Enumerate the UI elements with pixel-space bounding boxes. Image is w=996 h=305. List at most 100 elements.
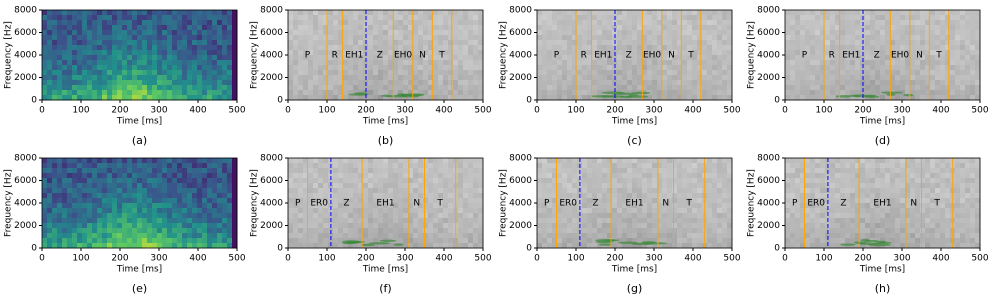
spectrogram-cell	[288, 178, 294, 184]
spectrogram-cell	[697, 20, 703, 26]
spectrogram-cell	[207, 168, 213, 174]
spectrogram-cell	[167, 80, 173, 86]
spectrogram-cell	[157, 90, 163, 96]
spectrogram-cell	[960, 30, 966, 36]
spectrogram-cell	[207, 163, 213, 169]
spectrogram-cell	[642, 20, 648, 26]
spectrogram-cell	[875, 10, 881, 16]
spectrogram-cell	[910, 40, 916, 46]
spectrogram-cell	[353, 173, 359, 179]
spectrogram-cell	[343, 158, 349, 164]
spectrogram-cell	[592, 80, 598, 86]
spectrogram-cell	[463, 218, 469, 224]
spectrogram-cell	[62, 233, 68, 239]
spectrogram-cell	[642, 35, 648, 41]
spectrogram-cell	[443, 30, 449, 36]
spectrogram-cell	[717, 70, 723, 76]
spectrogram-cell	[97, 173, 103, 179]
spectrogram-cell	[343, 213, 349, 219]
spectrogram-cell	[602, 233, 608, 239]
spectrogram-cell	[790, 40, 796, 46]
spectrogram-cell	[308, 208, 314, 214]
spectrogram-cell	[167, 10, 173, 16]
spectrogram-cell	[453, 35, 459, 41]
spectrogram-cell	[137, 183, 143, 189]
spectrogram-cell	[152, 70, 158, 76]
spectrogram-cell	[805, 70, 811, 76]
spectrogram-cell	[122, 60, 128, 66]
spectrogram-cell	[672, 203, 678, 209]
spectrogram-cell	[288, 75, 294, 81]
spectrogram-cell	[142, 208, 148, 214]
spectrogram-cell	[122, 223, 128, 229]
spectrogram-cell	[790, 10, 796, 16]
spectrogram-cell	[82, 158, 88, 164]
spectrogram-cell	[617, 208, 623, 214]
spectrogram-cell	[682, 213, 688, 219]
spectrogram-cell	[192, 35, 198, 41]
spectrogram-cell	[182, 218, 188, 224]
spectrogram-cell	[358, 40, 364, 46]
spectrogram-cell	[805, 25, 811, 31]
spectrogram-cell	[473, 85, 479, 91]
spectrogram-cell	[323, 25, 329, 31]
spectrogram-cell	[552, 80, 558, 86]
spectrogram-cell	[632, 40, 638, 46]
x-tick-label: 100	[72, 254, 89, 264]
spectrogram-cell	[547, 75, 553, 81]
spectrogram-cell	[840, 25, 846, 31]
spectrogram-cell	[313, 40, 319, 46]
spectrogram-cell	[672, 70, 678, 76]
spectrogram-cell	[393, 30, 399, 36]
spectrogram-cell	[182, 45, 188, 51]
spectrogram-cell	[222, 65, 228, 71]
y-axis-label: Frequency [Hz]	[4, 21, 14, 89]
spectrogram-cell	[810, 85, 816, 91]
spectrogram-cell	[855, 35, 861, 41]
spectrogram-cell	[102, 45, 108, 51]
spectrogram-cell	[880, 65, 886, 71]
spectrogram-cell	[463, 35, 469, 41]
spectrogram-cell	[212, 218, 218, 224]
spectrogram-cell	[207, 208, 213, 214]
spectrogram-cell	[172, 213, 178, 219]
x-axis-label: Time [ms]	[116, 117, 162, 127]
spectrogram-cell	[965, 65, 971, 71]
spectrogram-cell	[323, 163, 329, 169]
spectrogram-cell	[97, 85, 103, 91]
spectrogram-cell	[900, 60, 906, 66]
spectrogram-cell	[463, 60, 469, 66]
spectrogram-cell	[572, 213, 578, 219]
phoneme-label: R	[829, 51, 835, 61]
spectrogram-cell	[438, 163, 444, 169]
spectrogram-cell	[328, 40, 334, 46]
spectrogram-cell	[458, 198, 464, 204]
spectrogram-cell	[682, 35, 688, 41]
spectrogram-cell	[388, 233, 394, 239]
spectrogram-cell	[217, 163, 223, 169]
spectrogram-cell	[308, 158, 314, 164]
spectrogram-cell	[572, 218, 578, 224]
spectrogram-cell	[147, 178, 153, 184]
spectrogram-cell	[112, 188, 118, 194]
spectrogram-cell	[288, 10, 294, 16]
spectrogram-cell	[433, 15, 439, 21]
spectrogram-cell	[162, 80, 168, 86]
spectrogram-cell	[97, 218, 103, 224]
spectrogram-cell	[712, 75, 718, 81]
spectrogram-cell	[627, 158, 633, 164]
spectrogram-cell	[587, 218, 593, 224]
spectrogram-cell	[122, 168, 128, 174]
spectrogram-cell	[172, 223, 178, 229]
spectrogram-cell	[293, 208, 299, 214]
spectrogram-cell	[448, 218, 454, 224]
spectrogram-cell	[217, 55, 223, 61]
spectrogram-cell	[77, 85, 83, 91]
spectrogram-cell	[960, 45, 966, 51]
spectrogram-cell	[72, 85, 78, 91]
spectrogram-cell	[222, 163, 228, 169]
spectrogram-cell	[122, 193, 128, 199]
spectrogram-cell	[288, 85, 294, 91]
spectrogram-cell	[368, 183, 374, 189]
spectrogram-cell	[722, 50, 728, 56]
